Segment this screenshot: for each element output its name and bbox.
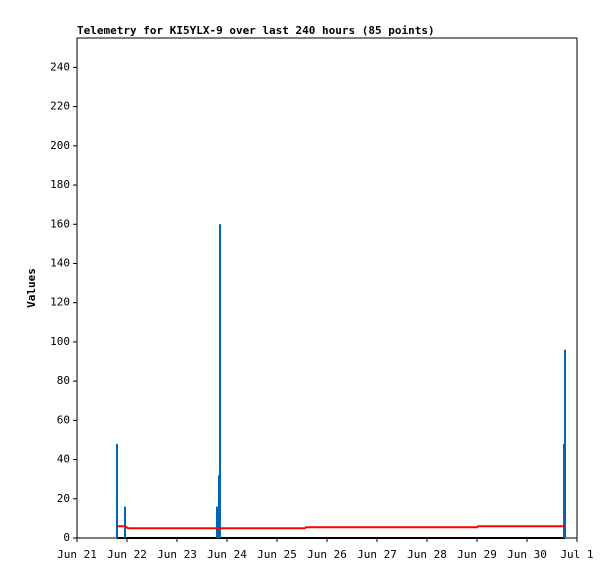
y-tick-label: 80 [57,374,70,387]
x-tick-label: Jun 28 [407,548,447,561]
y-tick-label: 60 [57,413,70,426]
x-tick-label: Jun 27 [357,548,397,561]
y-tick-label: 180 [50,178,70,191]
y-tick-label: 240 [50,60,70,73]
y-tick-label: 120 [50,296,70,309]
y-tick-label: 200 [50,139,70,152]
y-tick-label: 220 [50,100,70,113]
x-tick-label: Jun 25 [257,548,297,561]
chart-title: Telemetry for KI5YLX-9 over last 240 hou… [77,24,435,37]
x-tick-label: Jun 29 [457,548,497,561]
y-tick-label: 140 [50,256,70,269]
x-tick-label: Jun 21 [57,548,97,561]
x-tick-label: Jun 30 [507,548,547,561]
y-axis-label: Values [25,268,38,308]
x-tick-label: Jun 22 [107,548,147,561]
y-tick-label: 40 [57,453,70,466]
y-tick-label: 20 [57,492,70,505]
x-tick-label: Jun 24 [207,548,247,561]
series-line [117,525,565,530]
y-tick-label: 0 [63,531,70,544]
y-tick-label: 160 [50,217,70,230]
x-tick-label: Jun 23 [157,548,197,561]
y-tick-label: 100 [50,335,70,348]
x-tick-label: Jun 26 [307,548,347,561]
x-tick-label: Jul 1 [560,548,593,561]
